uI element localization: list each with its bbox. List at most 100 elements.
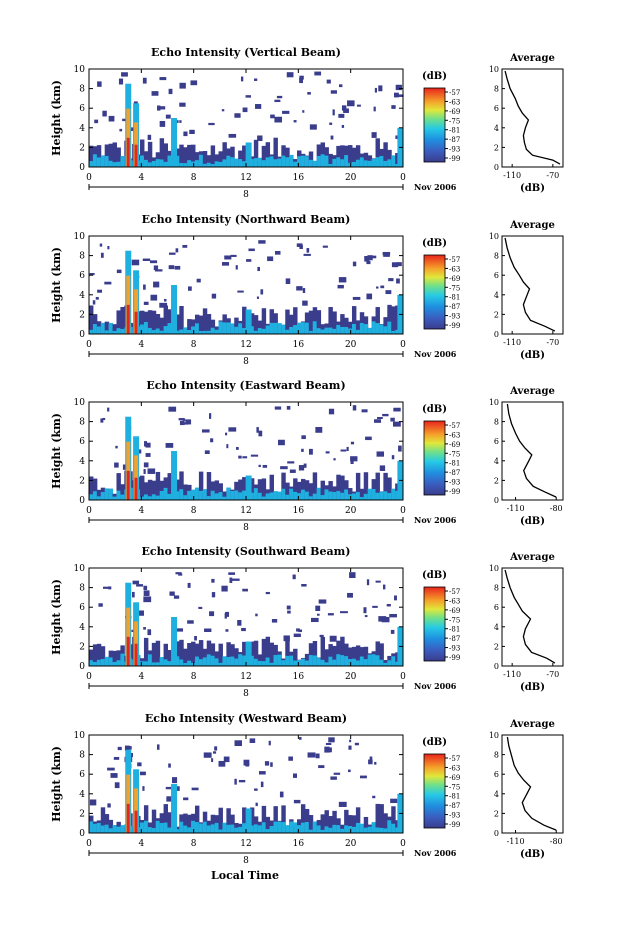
echo-cell xyxy=(108,160,114,167)
echo-cell xyxy=(355,645,361,666)
y-tick-label: 10 xyxy=(74,398,86,408)
echo-cell xyxy=(292,773,297,778)
echo-cell xyxy=(183,327,188,334)
echo-column xyxy=(171,784,178,833)
echo-cell xyxy=(171,777,178,784)
x-tick-label: 20 xyxy=(345,839,357,849)
echo-cell xyxy=(226,155,231,167)
x-tick-label: 16 xyxy=(293,173,305,183)
echo-cell xyxy=(375,307,380,334)
profile-x-tick-label: -70 xyxy=(546,338,559,347)
profile-title: Average xyxy=(509,53,555,64)
echo-cell xyxy=(316,310,322,334)
echo-cell xyxy=(108,143,114,167)
y-tick-label: 0 xyxy=(79,163,85,173)
echo-cell xyxy=(92,324,98,334)
echo-cell xyxy=(296,628,300,632)
echo-cell xyxy=(267,256,274,262)
echo-cell xyxy=(107,246,110,250)
echo-cell xyxy=(187,286,192,291)
echo-cell xyxy=(320,495,325,500)
echo-cell xyxy=(222,656,227,666)
echo-cell xyxy=(222,142,227,167)
x-tick-label: 4 xyxy=(138,173,144,183)
profile-line xyxy=(504,237,556,332)
echo-cell xyxy=(316,658,322,666)
profile-y-tick-label: 10 xyxy=(489,65,499,74)
echo-cell xyxy=(338,113,345,118)
echo-cell xyxy=(249,158,255,167)
echo-cell xyxy=(108,828,114,833)
echo-cell xyxy=(279,791,284,798)
echo-cell xyxy=(304,653,310,666)
echo-cell xyxy=(304,822,310,833)
echo-cell xyxy=(179,329,184,334)
echo-cell xyxy=(328,737,335,743)
echo-cell xyxy=(183,663,188,666)
echo-cell xyxy=(308,330,314,334)
echo-cell xyxy=(104,321,110,334)
echo-cell xyxy=(218,483,223,500)
echo-cell xyxy=(336,145,341,167)
echo-cell xyxy=(218,760,226,767)
echo-cell xyxy=(376,286,379,289)
profile-y-tick-label: 8 xyxy=(494,418,499,427)
echo-cell xyxy=(304,322,310,334)
echo-cell xyxy=(234,740,242,747)
colorbar-tick-label: -87 xyxy=(449,136,460,144)
echo-cell xyxy=(315,426,323,433)
echo-cell xyxy=(391,306,396,334)
profile-y-tick-label: 8 xyxy=(494,751,499,760)
echo-cell xyxy=(312,493,318,500)
echo-cell xyxy=(94,119,99,124)
echo-cell xyxy=(102,110,107,117)
echo-cell xyxy=(364,615,368,618)
echo-cell xyxy=(155,662,161,666)
echo-cell xyxy=(147,141,153,167)
echo-cell xyxy=(224,613,227,619)
echo-cell xyxy=(202,163,208,167)
echo-cell xyxy=(204,450,210,454)
x-tick-label: 8 xyxy=(191,340,197,350)
echo-cell xyxy=(348,145,353,167)
echo-cell xyxy=(198,315,204,334)
echo-cell xyxy=(391,105,396,109)
echo-cell xyxy=(367,654,373,666)
echo-cell xyxy=(228,572,236,575)
echo-cell xyxy=(218,643,223,666)
y-tick-label: 6 xyxy=(79,770,85,780)
echo-cell xyxy=(300,489,306,500)
echo-cell xyxy=(341,125,345,128)
echo-cell xyxy=(147,654,153,666)
echo-cell xyxy=(329,635,337,642)
echo-cell xyxy=(187,490,192,500)
echo-cell xyxy=(328,164,333,167)
echo-cell xyxy=(297,322,302,334)
echo-cell xyxy=(143,469,146,474)
echo-cell xyxy=(371,158,377,167)
echo-cell xyxy=(143,590,150,596)
echo-cell xyxy=(351,147,357,167)
echo-cell xyxy=(202,657,208,666)
echo-cell xyxy=(260,289,264,295)
echo-cell xyxy=(92,644,98,666)
echo-cell xyxy=(236,447,239,450)
echo-cell xyxy=(355,492,361,500)
echo-cell xyxy=(297,481,302,500)
echo-cell xyxy=(183,495,188,500)
echo-cell xyxy=(308,310,314,334)
echo-cell xyxy=(140,155,145,167)
echo-cell xyxy=(242,456,248,459)
colorbar-tick-label: -57 xyxy=(449,588,460,596)
echo-cell xyxy=(175,155,180,167)
echo-cell xyxy=(293,307,298,334)
colorbar-tick-label: -69 xyxy=(449,774,460,782)
colorbar-tick-label: -63 xyxy=(449,265,460,273)
echo-column-core xyxy=(134,810,138,833)
echo-cell xyxy=(194,656,200,666)
echo-cell xyxy=(355,159,361,167)
x-tick-label: 20 xyxy=(345,340,357,350)
echo-cell xyxy=(206,640,212,666)
echo-cell xyxy=(253,330,259,334)
y-tick-label: 4 xyxy=(79,124,85,134)
